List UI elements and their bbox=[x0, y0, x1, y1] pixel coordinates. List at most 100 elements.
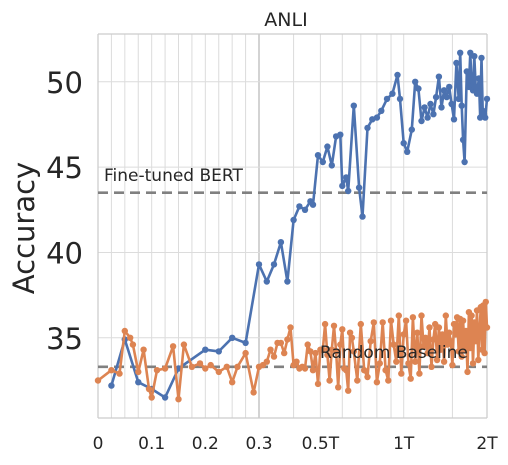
x-tick-label: 0.1 bbox=[138, 434, 165, 454]
data-point bbox=[471, 319, 478, 326]
data-point bbox=[383, 95, 391, 103]
data-point bbox=[459, 136, 467, 143]
data-point bbox=[472, 83, 479, 91]
data-point bbox=[343, 367, 350, 374]
data-point bbox=[461, 158, 468, 166]
data-point bbox=[438, 104, 445, 111]
data-point bbox=[475, 75, 483, 82]
data-point bbox=[408, 126, 415, 133]
data-point bbox=[370, 319, 377, 326]
data-point bbox=[387, 317, 395, 324]
data-point bbox=[390, 341, 397, 348]
data-point bbox=[129, 341, 137, 348]
data-point bbox=[433, 356, 441, 364]
reference-label-fine-tuned-bert: Fine-tuned BERT bbox=[104, 166, 243, 186]
data-point bbox=[378, 107, 385, 115]
y-tick-label: 35 bbox=[46, 322, 83, 356]
data-point bbox=[404, 148, 411, 155]
data-point bbox=[430, 111, 437, 118]
data-point bbox=[373, 114, 381, 121]
data-point bbox=[319, 158, 326, 166]
y-tick-label: 40 bbox=[46, 236, 83, 270]
data-point bbox=[169, 343, 177, 350]
data-point bbox=[447, 338, 454, 345]
data-point bbox=[461, 346, 468, 353]
data-point bbox=[367, 338, 374, 345]
data-point bbox=[359, 213, 366, 220]
data-point bbox=[293, 358, 300, 365]
y-tick-label: 50 bbox=[46, 66, 83, 100]
data-point bbox=[309, 367, 317, 374]
data-point bbox=[350, 348, 357, 355]
data-point bbox=[135, 379, 142, 386]
data-point bbox=[314, 152, 322, 159]
data-point bbox=[418, 117, 425, 125]
data-point bbox=[467, 344, 474, 352]
data-point bbox=[161, 394, 169, 401]
data-point bbox=[339, 182, 346, 190]
data-point bbox=[312, 349, 319, 357]
data-point bbox=[148, 394, 155, 401]
data-point bbox=[281, 349, 288, 357]
data-point bbox=[354, 377, 361, 384]
data-point bbox=[337, 131, 344, 138]
data-point bbox=[379, 319, 386, 326]
data-point bbox=[153, 367, 161, 374]
reference-label-random-baseline: Random Baseline bbox=[320, 343, 468, 363]
data-point bbox=[215, 348, 222, 355]
data-point bbox=[270, 353, 278, 360]
data-point bbox=[416, 370, 423, 377]
data-point bbox=[450, 320, 458, 328]
data-point bbox=[412, 78, 419, 86]
data-point bbox=[304, 341, 311, 348]
data-point bbox=[263, 358, 270, 365]
data-point bbox=[483, 324, 491, 331]
data-point bbox=[140, 346, 147, 353]
data-point bbox=[373, 379, 381, 386]
data-point bbox=[161, 365, 169, 372]
data-point bbox=[405, 360, 412, 367]
data-point bbox=[414, 329, 421, 336]
data-point bbox=[462, 327, 470, 335]
data-point bbox=[482, 114, 489, 121]
data-point bbox=[255, 261, 263, 268]
data-point bbox=[389, 90, 396, 97]
data-point bbox=[426, 324, 433, 331]
data-point bbox=[364, 373, 371, 381]
data-point bbox=[452, 331, 459, 338]
x-tick-label: 2T bbox=[476, 434, 498, 454]
y-axis-label: Accuracy bbox=[7, 162, 41, 294]
data-point bbox=[400, 140, 407, 147]
data-point bbox=[277, 239, 285, 246]
data-point bbox=[437, 346, 444, 353]
data-point bbox=[301, 206, 309, 213]
data-point bbox=[175, 396, 182, 403]
data-point bbox=[202, 346, 209, 353]
data-point bbox=[277, 339, 285, 347]
y-tick-label: 45 bbox=[46, 151, 83, 185]
data-point bbox=[135, 368, 142, 376]
series-0 bbox=[108, 49, 491, 401]
data-point bbox=[324, 143, 331, 150]
data-point bbox=[476, 326, 483, 333]
data-point bbox=[430, 336, 437, 343]
data-point bbox=[337, 341, 344, 348]
data-point bbox=[469, 360, 477, 367]
data-point bbox=[335, 384, 342, 391]
x-tick-label: 0.3 bbox=[245, 434, 272, 454]
data-point bbox=[376, 360, 383, 367]
data-point bbox=[324, 351, 331, 359]
data-point bbox=[448, 100, 455, 108]
tick-labels-layer: 35 40 45 50 0 0.1 0.2 0.3 0.5T 1T 2T bbox=[46, 66, 498, 454]
data-point bbox=[121, 327, 128, 335]
data-point bbox=[463, 68, 470, 75]
data-point bbox=[250, 389, 257, 396]
data-point bbox=[267, 346, 274, 353]
data-point bbox=[202, 365, 209, 372]
data-point bbox=[345, 187, 352, 195]
data-point bbox=[424, 114, 431, 121]
data-point bbox=[446, 329, 453, 336]
data-point bbox=[385, 377, 392, 384]
data-point bbox=[409, 314, 417, 321]
